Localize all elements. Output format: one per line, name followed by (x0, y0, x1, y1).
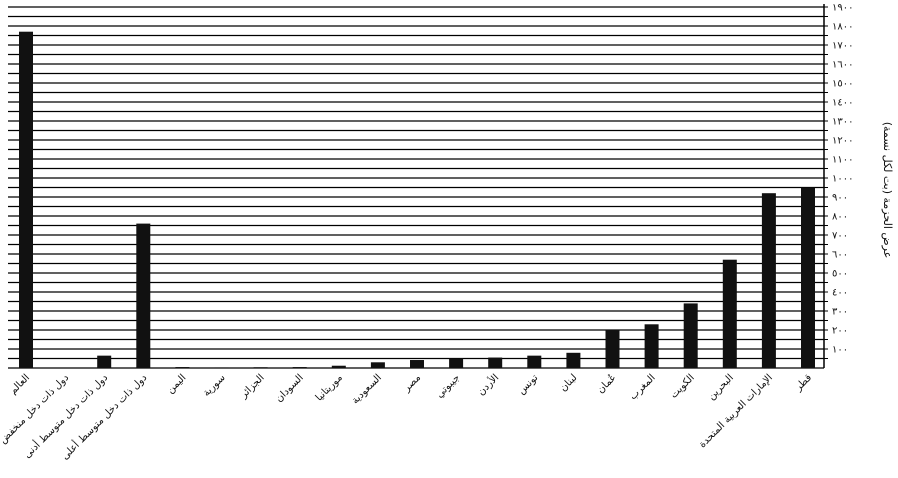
bar (175, 367, 190, 368)
category-label: قطر (793, 372, 815, 394)
bar (605, 330, 620, 368)
bar (644, 324, 659, 368)
bar (97, 355, 112, 368)
category-label: السعودية (350, 372, 384, 406)
category-label: البحرين (706, 372, 736, 402)
bar (136, 223, 151, 368)
category-label: المغرب (628, 372, 658, 402)
bar (331, 365, 346, 368)
y-tick-label: ١٤٠٠ (832, 98, 853, 109)
bar (801, 187, 815, 368)
category-label: الأردن (474, 371, 501, 398)
y-axis-title: عرض الحزمة (بت لكل نسمة) (881, 122, 894, 259)
y-tick-label: ١٧٠٠ (832, 41, 853, 52)
bar (683, 303, 698, 368)
category-label: عُمان (595, 372, 619, 396)
y-tick-label: ١٨٠٠ (832, 22, 853, 33)
category-label: تونس (516, 372, 541, 397)
y-tick-labels: ١٠٠ ٢٠٠ ٣٠٠ ٤٠٠ ٥٠٠ ٦٠٠ ٧٠٠ ٨٠٠ ٩٠٠ ١٠٠٠ ١١٠٠ ١٢٠٠ ١… (832, 3, 853, 356)
y-tick-label: ٣٠٠ (832, 307, 848, 318)
bar (410, 360, 424, 368)
bar (253, 367, 268, 368)
category-label: لبنان (558, 372, 580, 394)
category-label: مصر (401, 372, 423, 394)
y-tick-label: ١٥٠٠ (832, 79, 853, 90)
y-tick-label: ٩٠٠ (832, 193, 848, 204)
bar (527, 355, 542, 368)
bar (722, 259, 737, 368)
bar (449, 358, 464, 368)
y-tick-label: ١٣٠٠ (832, 117, 853, 128)
y-tick-label: ١٠٠٠ (832, 174, 853, 185)
bars (19, 31, 815, 368)
y-tick-label: ٨٠٠ (832, 212, 848, 223)
bar (19, 31, 33, 368)
y-tick-label: ١١٠٠ (832, 155, 853, 166)
bar (292, 367, 307, 368)
category-label: جيبوتي (434, 372, 462, 400)
category-label: اليمن (165, 372, 189, 396)
y-tick-label: ٢٠٠ (832, 326, 848, 337)
y-tick-label: ١٢٠٠ (832, 136, 853, 147)
y-tick-label: ٤٠٠ (832, 288, 848, 299)
y-tick-label: ١٠٠ (832, 345, 848, 356)
category-label: الجزائر (238, 372, 267, 401)
category-label: العالم (8, 372, 32, 396)
bar (370, 362, 385, 368)
y-tick-label: ١٦٠٠ (832, 60, 853, 71)
gridlines (8, 6, 828, 369)
category-label: الإمارات العربية المتحدة (697, 372, 775, 450)
bar (761, 193, 776, 368)
category-label: موريتانيا (314, 372, 345, 403)
bar (214, 367, 229, 368)
category-label: دول ذات دخل منخفض (0, 372, 71, 446)
bar (488, 357, 503, 368)
y-tick-label: ١٩٠٠ (832, 3, 853, 14)
bar (566, 352, 581, 368)
category-label: سورية (201, 372, 228, 399)
y-tick-label: ٥٠٠ (832, 269, 848, 280)
category-label: السودان (274, 372, 306, 404)
y-tick-label: ٧٠٠ (832, 231, 848, 242)
y-tick-label: ٦٠٠ (832, 250, 848, 261)
category-label: الكويت (668, 372, 696, 400)
